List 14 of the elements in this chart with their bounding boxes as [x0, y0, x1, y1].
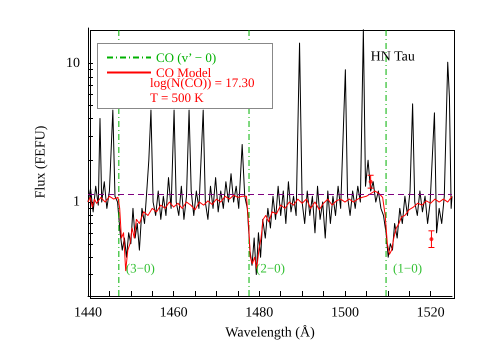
x-axis-title: Wavelength (Å)	[225, 324, 316, 340]
x-tick-label: 1480	[245, 306, 274, 320]
y-tick-label: 1	[73, 194, 80, 210]
annotation: (1−0)	[393, 260, 422, 276]
legend-label: CO (v’ − 0)	[156, 50, 216, 65]
annotation: HN Tau	[370, 50, 415, 64]
y-axis-title: Flux (FEFU)	[34, 125, 48, 198]
y-tick-label: 10	[66, 56, 80, 71]
annotation: (3−0)	[126, 260, 155, 276]
x-tick-label: 1440	[74, 306, 102, 320]
x-tick-label: 1500	[330, 306, 359, 320]
x-tick-label: 1460	[160, 306, 188, 320]
annotation: T = 500 K	[150, 90, 204, 105]
x-tick-label: 1520	[416, 306, 445, 320]
